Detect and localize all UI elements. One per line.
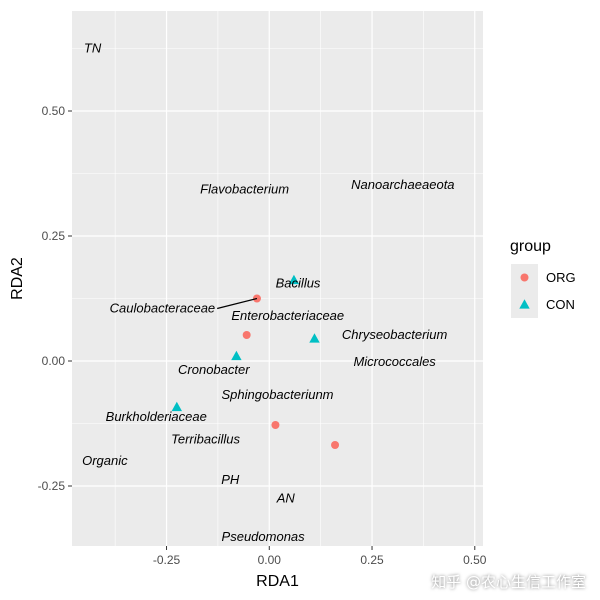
y-tick-label: -0.25 [38,479,66,493]
x-axis-title: RDA1 [256,573,299,590]
y-axis-title: RDA2 [9,257,26,300]
axis-ticks: -0.25 0.00 0.25 0.50 -0.25 0.00 0.25 0.50 [38,104,487,567]
annotation-label: Cronobacter [178,362,250,377]
x-tick-label: 0.25 [360,553,384,567]
x-tick-label: 0.00 [258,553,282,567]
annotation-label: Pseudomonas [222,529,306,544]
annotation-label: Burkholderiaceae [106,409,207,424]
point-con [231,350,242,361]
annotation-label: Nanoarchaeaeota [351,177,454,192]
annotation-label: Sphingobacteriunm [221,387,333,402]
point-org [331,441,340,449]
data-points [171,274,340,449]
x-tick-label: 0.50 [463,553,487,567]
plot-panel [72,11,483,546]
annotation-label: Organic [82,453,128,468]
legend-key-con [519,299,530,309]
annotation-label: Enterobacteriaceae [231,308,344,323]
point-con [171,401,183,412]
annotation-label: PH [221,472,240,487]
annotation-leader-line [217,297,258,310]
legend-label-con: CON [546,297,575,312]
legend-key-org [520,273,529,282]
watermark: 知乎 @农心生信工作室 [431,573,586,591]
annotation-label: TN [84,41,102,56]
annotation-label: Bacillus [276,276,321,291]
annotation-label: Flavobacterium [200,182,289,197]
y-tick-label: 0.25 [42,229,66,243]
annotation-label: Terribacillus [171,432,240,447]
annotation-label: Chryseobacterium [342,327,448,342]
annotations: TN Flavobacterium Nanoarchaeaeota Bacillus C… [82,41,454,545]
x-tick-label: -0.25 [153,553,181,567]
annotation-label: Micrococcales [353,354,436,369]
point-org [271,421,280,429]
point-con [288,274,300,285]
point-con [309,333,320,343]
grid-lines [72,11,483,546]
annotation-label: Caulobacteraceae [110,301,216,316]
y-tick-label: 0.00 [42,354,66,368]
annotation-label: AN [276,491,296,506]
legend-label-org: ORG [546,270,576,285]
y-tick-label: 0.50 [42,104,66,118]
legend: group ORG CON [510,238,576,318]
legend-title: group [510,238,551,255]
point-org [242,331,251,339]
